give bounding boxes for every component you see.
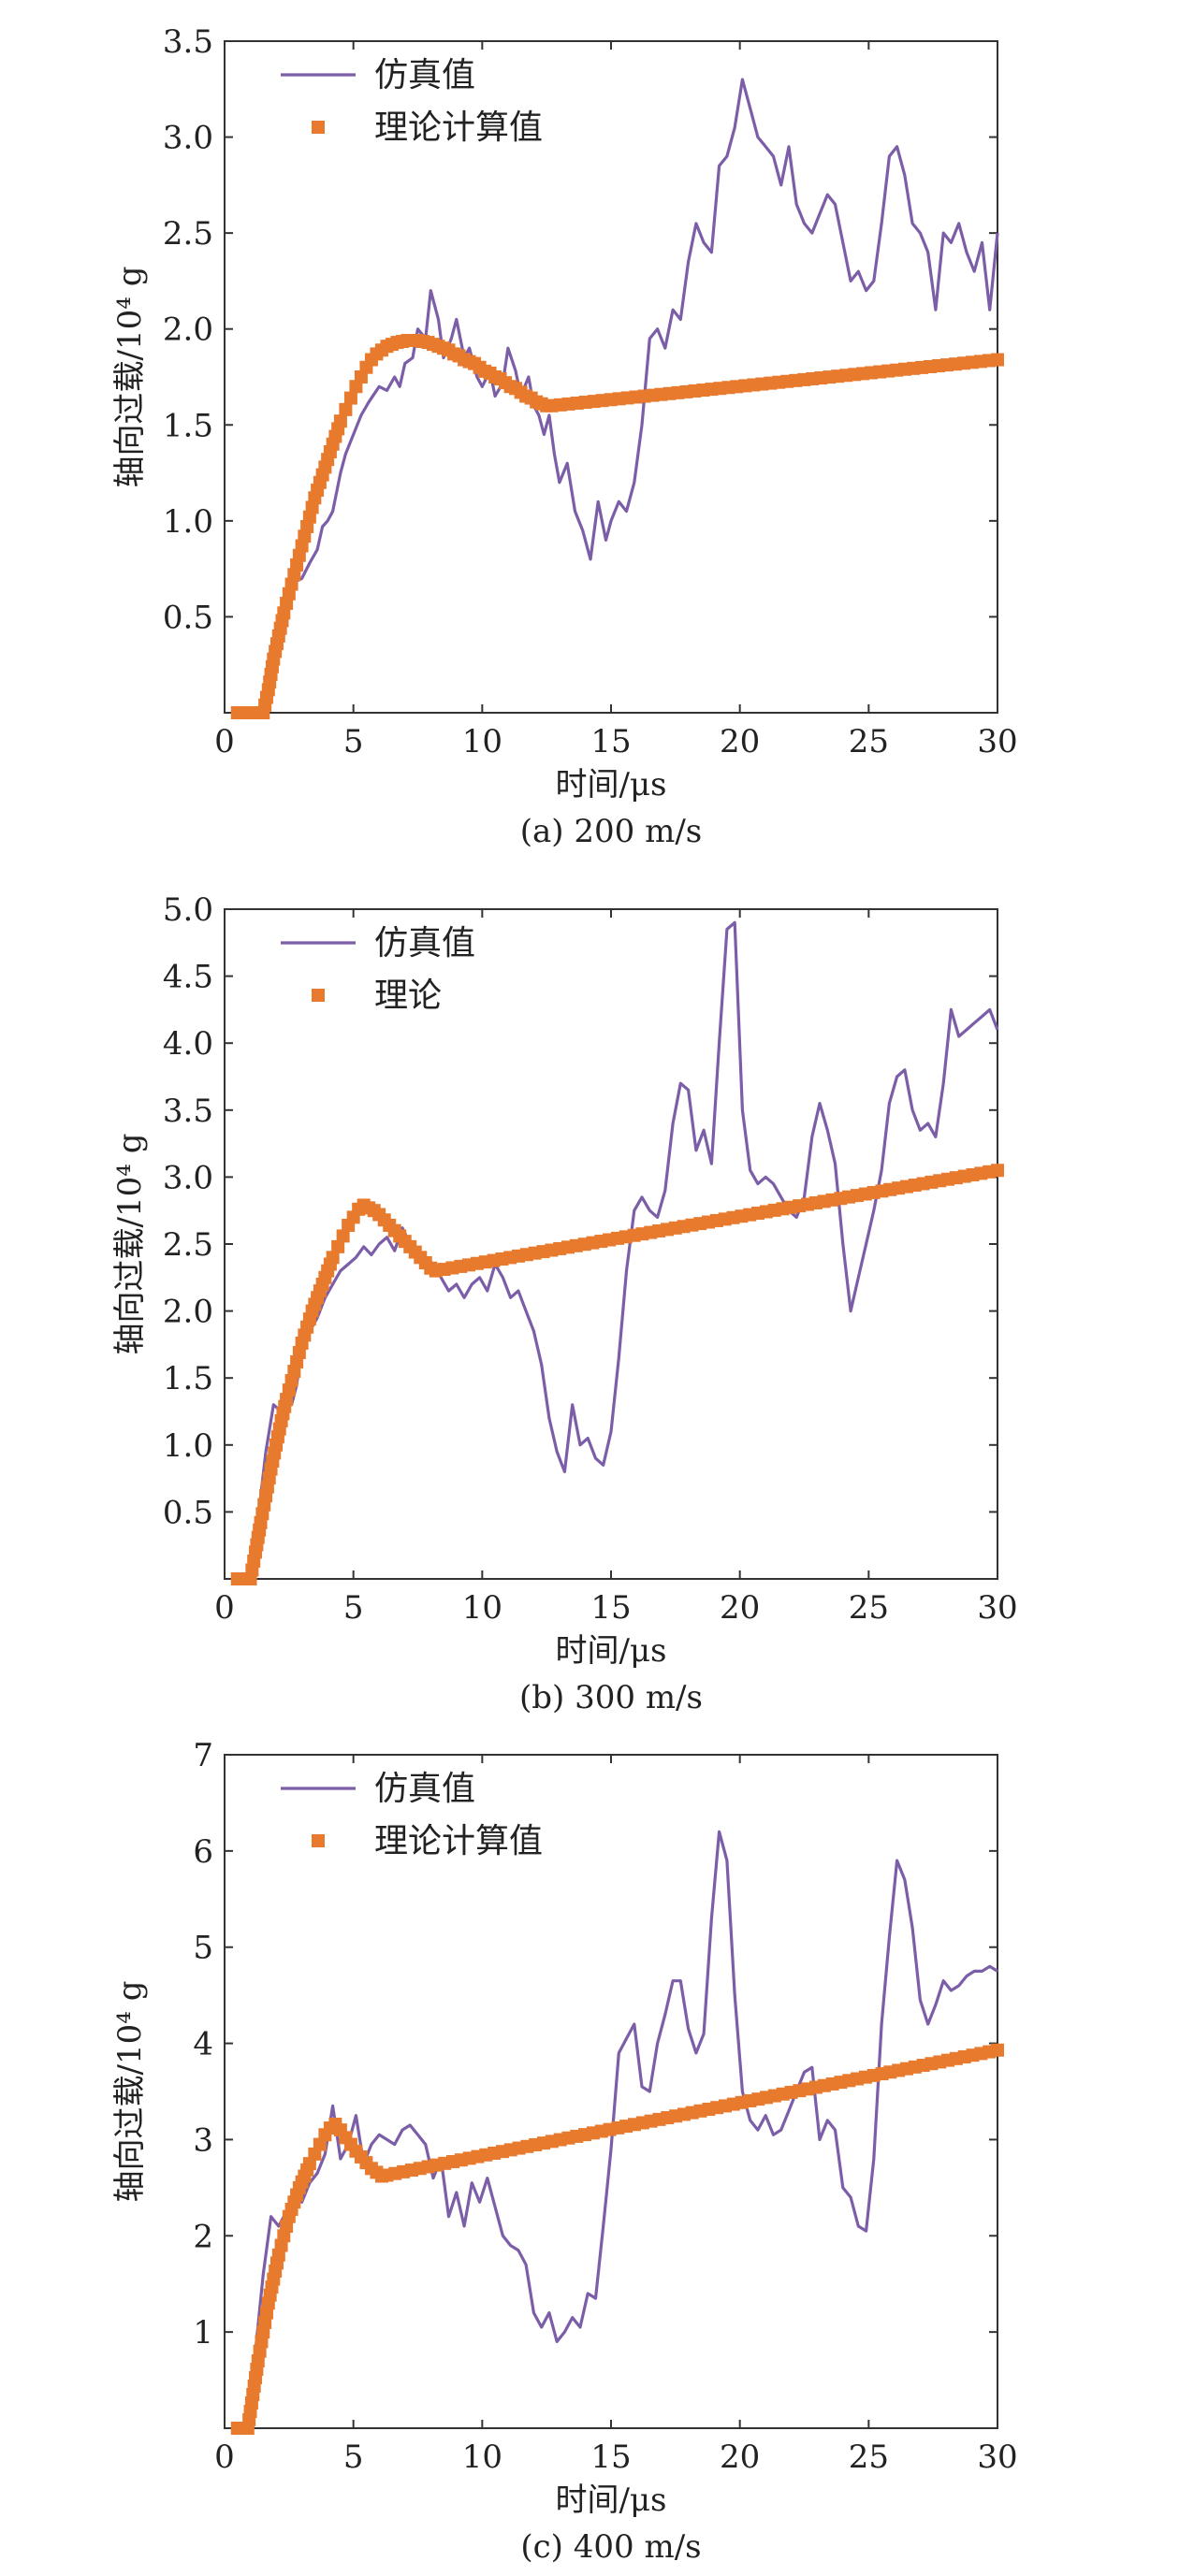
legend-marker-swatch — [312, 121, 325, 134]
x-tick-label: 20 — [720, 1589, 760, 1627]
x-tick-label: 0 — [214, 1589, 235, 1627]
chart-caption: (c) 400 m/s — [520, 2528, 701, 2566]
x-tick-label: 25 — [849, 1589, 889, 1627]
y-tick-label: 5.0 — [163, 891, 213, 929]
x-tick-label: 20 — [720, 723, 760, 760]
legend-marker-swatch — [312, 989, 325, 1002]
y-tick-label: 1.0 — [163, 503, 213, 541]
chart-panel-2: 0 5 10 15 20 25 30 0.5 1.0 1.5 2.0 2.5 3.0 3.5 4.0 4.5 5… — [111, 891, 1018, 1716]
x-axis-label: 时间/μs — [556, 1632, 667, 1670]
series-2 — [230, 2043, 1004, 2435]
theory-marker — [991, 353, 1004, 367]
x-tick-label: 30 — [977, 2439, 1017, 2476]
x-tick-label: 15 — [590, 2439, 631, 2476]
theory-marker — [991, 1164, 1004, 1178]
chart-panel-1: 0 5 10 15 20 25 30 0.5 1.0 1.5 2.0 2.5 3.0 3.5 时间/μs 轴向… — [111, 23, 1018, 850]
y-axis-label: 轴向过载/10⁴ g — [111, 1134, 149, 1355]
y-tick-label: 4.5 — [163, 959, 213, 996]
series-1 — [237, 78, 999, 715]
theory-marker — [991, 2043, 1004, 2057]
simulation-line — [237, 920, 999, 1581]
y-tick-label: 6 — [193, 1833, 213, 1871]
y-tick-label: 1.5 — [163, 1360, 213, 1397]
x-tick-label: 10 — [462, 1589, 502, 1627]
legend-label: 理论计算值 — [374, 109, 543, 147]
x-tick-label: 20 — [720, 2439, 760, 2476]
y-tick-label: 5 — [193, 1930, 213, 1967]
theory-marker — [230, 2422, 244, 2435]
y-tick-label: 2.0 — [163, 1294, 213, 1331]
x-axis-label: 时间/μs — [556, 2482, 667, 2519]
x-tick-label: 5 — [343, 2439, 364, 2476]
x-tick-label: 10 — [462, 723, 502, 760]
chart-caption: (a) 200 m/s — [520, 813, 702, 850]
x-tick-label: 0 — [214, 723, 235, 760]
y-axis-label: 轴向过载/10⁴ g — [111, 1981, 149, 2203]
y-tick-label: 1.5 — [163, 407, 213, 444]
y-tick-label: 3.0 — [163, 120, 213, 157]
y-tick-label: 3 — [193, 2121, 213, 2159]
x-tick-label: 25 — [849, 2439, 889, 2476]
chart-panel-3: 0 5 10 15 20 25 30 1 2 3 4 5 6 7 时间/μs 轴向过载/10⁴ g (c) 40… — [111, 1737, 1018, 2566]
legend-label: 仿真值 — [374, 924, 475, 962]
theory-marker — [339, 402, 353, 416]
legend-label: 理论 — [374, 977, 442, 1015]
theory-marker — [326, 1251, 340, 1265]
y-tick-label: 1 — [193, 2314, 213, 2352]
theory-marker — [333, 414, 347, 428]
simulation-line — [237, 78, 999, 715]
y-tick-label: 4.0 — [163, 1025, 213, 1063]
theory-marker — [336, 1229, 350, 1243]
y-tick-label: 3.5 — [163, 23, 213, 61]
x-tick-label: 5 — [343, 1589, 364, 1627]
x-tick-label: 5 — [343, 723, 364, 760]
y-tick-label: 2.5 — [163, 1226, 213, 1264]
x-tick-label: 10 — [462, 2439, 502, 2476]
x-tick-label: 30 — [977, 1589, 1017, 1627]
theory-marker — [343, 391, 357, 405]
y-tick-label: 2.0 — [163, 311, 213, 349]
series-2 — [230, 334, 1004, 719]
legend-marker-swatch — [312, 1834, 325, 1847]
y-tick-label: 2 — [193, 2218, 213, 2255]
x-tick-label: 25 — [849, 723, 889, 760]
y-tick-label: 7 — [193, 1737, 213, 1774]
y-axis-label: 轴向过载/10⁴ g — [111, 267, 149, 488]
x-tick-label: 30 — [977, 723, 1017, 760]
x-tick-label: 15 — [590, 1589, 631, 1627]
y-tick-label: 3.5 — [163, 1093, 213, 1130]
y-tick-label: 3.0 — [163, 1159, 213, 1196]
y-tick-label: 1.0 — [163, 1427, 213, 1465]
x-tick-label: 0 — [214, 2439, 235, 2476]
legend-label: 仿真值 — [374, 1770, 475, 1808]
x-axis-label: 时间/μs — [556, 766, 667, 803]
chart-caption: (b) 300 m/s — [519, 1679, 703, 1716]
legend-label: 仿真值 — [374, 56, 475, 94]
x-tick-label: 15 — [590, 723, 631, 760]
series-2 — [230, 1164, 1004, 1585]
theory-marker — [331, 1239, 345, 1253]
legend-label: 理论计算值 — [374, 1822, 543, 1860]
y-tick-label: 0.5 — [163, 1494, 213, 1531]
y-tick-label: 0.5 — [163, 599, 213, 636]
series-1 — [237, 920, 999, 1581]
y-tick-label: 2.5 — [163, 215, 213, 253]
y-tick-label: 4 — [193, 2026, 213, 2063]
